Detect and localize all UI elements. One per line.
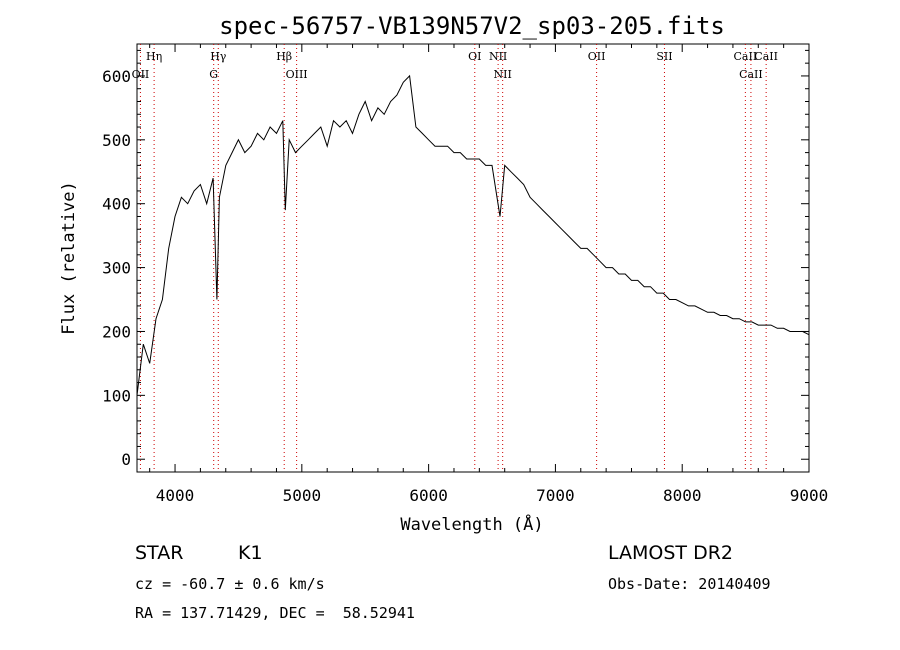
line-label: Hη — [146, 50, 162, 63]
line-label: Hβ — [276, 50, 292, 63]
line-label: SII — [656, 50, 672, 63]
line-label: CaII — [754, 50, 778, 63]
line-label: Hγ — [210, 50, 227, 63]
y-tick-label: 0 — [121, 450, 131, 469]
x-tick-label: 4000 — [156, 486, 195, 505]
line-label: NII — [494, 68, 512, 81]
x-tick-label: 8000 — [663, 486, 702, 505]
redshift-label: cz = -60.7 ± 0.6 km/s — [135, 575, 325, 593]
x-tick-label: 9000 — [790, 486, 829, 505]
x-axis-label: Wavelength (Å) — [400, 513, 543, 535]
y-tick-label: 100 — [102, 386, 131, 405]
line-label: G — [209, 68, 218, 81]
y-tick-label: 300 — [102, 259, 131, 278]
subclass-label: K1 — [238, 542, 263, 564]
coordinates-label: RA = 137.71429, DEC = 58.52941 — [135, 604, 415, 622]
y-tick-label: 500 — [102, 131, 131, 150]
emission-line-markers — [139, 44, 767, 472]
line-label: OII — [588, 50, 606, 63]
x-tick-label: 5000 — [283, 486, 322, 505]
x-axis-ticks: 4000 5000 6000 7000 8000 9000 — [149, 44, 829, 505]
y-axis-ticks: 0 100 200 300 400 500 600 — [102, 49, 809, 473]
line-label: OII — [132, 68, 150, 81]
spectrum-line — [136, 74, 810, 396]
chart-title: spec-56757-VB139N57V2_sp03-205.fits — [219, 12, 725, 40]
line-label: OI — [468, 50, 481, 63]
obs-date-label: Obs-Date: 20140409 — [608, 575, 771, 593]
y-axis-label: Flux (relative) — [59, 181, 79, 335]
line-label: CaII — [739, 68, 763, 81]
line-label: OIII — [286, 68, 308, 81]
y-tick-label: 400 — [102, 195, 131, 214]
class-label: STAR — [135, 542, 184, 564]
x-tick-label: 6000 — [409, 486, 448, 505]
line-label: NII — [489, 50, 507, 63]
survey-label: LAMOST DR2 — [608, 542, 733, 564]
y-tick-label: 200 — [102, 322, 131, 341]
y-tick-label: 600 — [102, 67, 131, 86]
plot-frame — [136, 43, 810, 473]
line-label: CaII — [734, 50, 758, 63]
x-tick-label: 7000 — [536, 486, 575, 505]
